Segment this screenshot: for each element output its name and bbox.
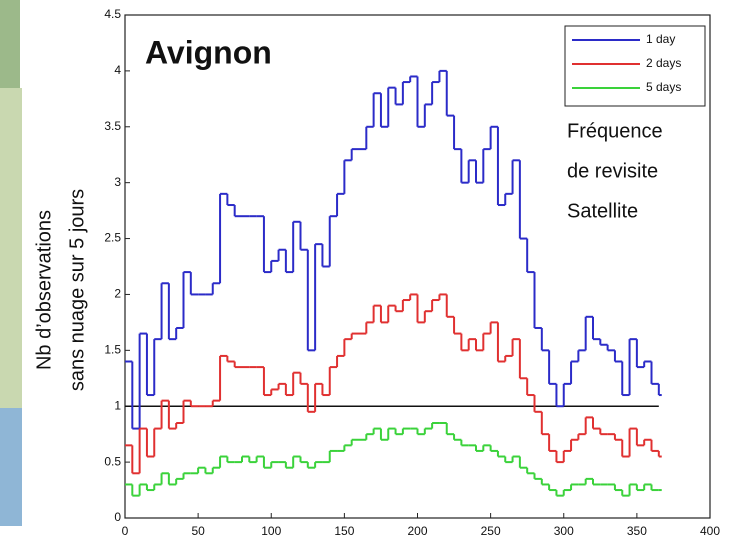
- y-axis-label-line: sans nuage sur 5 jours: [66, 189, 88, 391]
- legend-label: 5 days: [646, 80, 681, 94]
- background-image-fragment: [0, 408, 22, 526]
- legend: [564, 25, 706, 107]
- x-tick-label: 100: [261, 524, 281, 538]
- y-tick-label: 1.5: [104, 343, 121, 357]
- background-image-fragment: [0, 0, 20, 88]
- legend-label: 2 days: [646, 56, 681, 70]
- y-tick-label: 4: [114, 63, 121, 77]
- series: [125, 421, 662, 497]
- background-image-fragment: [0, 88, 22, 408]
- x-tick-label: 200: [407, 524, 427, 538]
- y-axis-label: Nb d’observations sans nuage sur 5 jours: [33, 189, 88, 391]
- y-axis-label-line: Nb d’observations: [33, 210, 55, 370]
- y-tick-label: 2.5: [104, 231, 121, 245]
- y-tick-label: 4.5: [104, 7, 121, 21]
- x-tick-label: 400: [700, 524, 720, 538]
- chart-title: Avignon: [145, 34, 272, 70]
- y-tick-label: 1: [114, 398, 121, 412]
- annotation: Satellite: [567, 200, 638, 222]
- y-tick-label: 3: [114, 175, 121, 189]
- x-tick-label: 50: [191, 524, 205, 538]
- y-tick-label: 0.5: [104, 454, 121, 468]
- annotation: Fréquence: [567, 120, 663, 142]
- series: [125, 293, 662, 475]
- x-tick-label: 150: [334, 524, 354, 538]
- x-tick-label: 300: [554, 524, 574, 538]
- x-tick-label: 250: [481, 524, 501, 538]
- y-tick-label: 2: [114, 287, 121, 301]
- y-tick-label: 3.5: [104, 119, 121, 133]
- legend-label: 1 day: [646, 32, 675, 46]
- annotation: de revisite: [567, 160, 658, 182]
- x-tick-label: 350: [627, 524, 647, 538]
- y-tick-label: 0: [114, 510, 121, 524]
- x-tick-label: 0: [122, 524, 129, 538]
- series: [125, 69, 662, 430]
